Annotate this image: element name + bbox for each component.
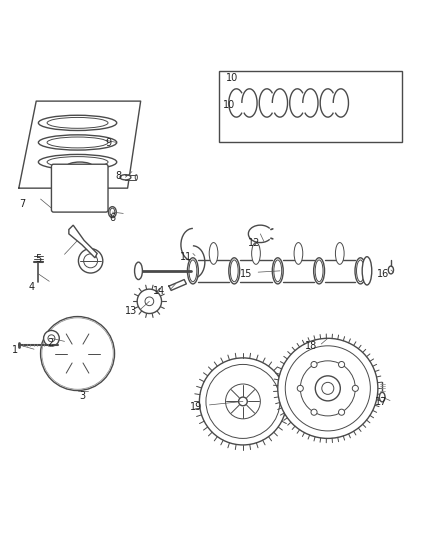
Ellipse shape — [389, 266, 393, 274]
Circle shape — [145, 297, 154, 305]
Circle shape — [84, 254, 98, 268]
Ellipse shape — [47, 157, 108, 167]
Circle shape — [339, 409, 345, 415]
Circle shape — [137, 289, 162, 313]
Text: 19: 19 — [190, 402, 202, 411]
Circle shape — [339, 361, 345, 368]
Ellipse shape — [252, 243, 260, 264]
Circle shape — [226, 384, 260, 419]
Circle shape — [311, 361, 317, 368]
Ellipse shape — [189, 260, 197, 282]
Text: 11: 11 — [180, 252, 192, 262]
Bar — [219, 71, 402, 142]
Ellipse shape — [336, 243, 344, 264]
Text: 16: 16 — [377, 269, 389, 279]
Ellipse shape — [110, 208, 115, 216]
Ellipse shape — [134, 262, 142, 279]
Ellipse shape — [39, 135, 117, 150]
Circle shape — [278, 338, 378, 439]
Circle shape — [297, 385, 304, 391]
Text: 13: 13 — [124, 306, 137, 316]
Ellipse shape — [120, 175, 131, 180]
Text: 15: 15 — [240, 269, 252, 279]
Text: 8: 8 — [116, 172, 122, 181]
Text: 12: 12 — [248, 238, 261, 248]
Circle shape — [50, 327, 105, 381]
Circle shape — [322, 382, 334, 394]
Circle shape — [42, 318, 113, 389]
Ellipse shape — [135, 175, 138, 180]
Circle shape — [48, 335, 55, 342]
Text: 9: 9 — [105, 139, 111, 148]
Circle shape — [311, 409, 317, 415]
Circle shape — [206, 365, 280, 439]
Circle shape — [285, 346, 371, 431]
Circle shape — [53, 329, 102, 377]
Text: 18: 18 — [305, 341, 318, 351]
Circle shape — [352, 385, 358, 391]
Circle shape — [74, 185, 85, 196]
Text: 5: 5 — [35, 254, 41, 264]
Ellipse shape — [294, 243, 303, 264]
Polygon shape — [69, 225, 97, 258]
Ellipse shape — [355, 258, 366, 284]
Text: 14: 14 — [153, 286, 165, 296]
Ellipse shape — [109, 207, 116, 217]
Text: 1: 1 — [12, 345, 18, 355]
Ellipse shape — [362, 257, 372, 285]
Ellipse shape — [315, 260, 323, 282]
Ellipse shape — [379, 392, 385, 402]
Ellipse shape — [47, 117, 108, 128]
Ellipse shape — [274, 260, 282, 282]
Circle shape — [46, 322, 109, 385]
Text: 3: 3 — [80, 391, 86, 401]
Ellipse shape — [230, 260, 238, 282]
Text: 7: 7 — [20, 199, 26, 209]
Circle shape — [41, 317, 115, 391]
Text: 4: 4 — [28, 282, 35, 292]
Ellipse shape — [39, 115, 117, 131]
Text: 2: 2 — [47, 338, 53, 348]
Text: 10: 10 — [223, 100, 235, 110]
Circle shape — [239, 397, 247, 406]
Circle shape — [44, 330, 59, 346]
Ellipse shape — [314, 258, 325, 284]
Text: 17: 17 — [375, 397, 387, 407]
Ellipse shape — [47, 137, 108, 148]
Ellipse shape — [209, 243, 218, 264]
Circle shape — [300, 361, 355, 416]
Circle shape — [315, 376, 340, 401]
Circle shape — [199, 358, 286, 445]
Text: 6: 6 — [110, 213, 116, 223]
Ellipse shape — [357, 260, 364, 282]
Circle shape — [67, 343, 88, 365]
Circle shape — [78, 249, 103, 273]
Ellipse shape — [272, 258, 283, 284]
Ellipse shape — [39, 155, 117, 169]
Ellipse shape — [229, 258, 240, 284]
Text: 10: 10 — [226, 74, 238, 84]
Circle shape — [47, 323, 108, 384]
Ellipse shape — [187, 258, 198, 284]
FancyBboxPatch shape — [51, 164, 108, 212]
